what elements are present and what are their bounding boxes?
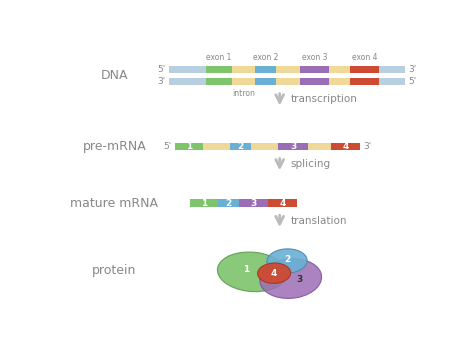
Bar: [379, 78, 404, 85]
Text: 2: 2: [237, 142, 244, 151]
Bar: [232, 78, 255, 85]
Text: 4: 4: [279, 199, 286, 208]
Ellipse shape: [258, 263, 291, 283]
Ellipse shape: [260, 259, 322, 298]
Text: 1: 1: [244, 265, 250, 274]
Text: 4: 4: [342, 142, 348, 151]
Bar: [278, 143, 308, 150]
Text: mature mRNA: mature mRNA: [70, 197, 158, 210]
Ellipse shape: [218, 252, 287, 292]
Bar: [276, 66, 300, 73]
Bar: [239, 199, 268, 207]
Bar: [276, 78, 300, 85]
Text: 1: 1: [186, 142, 192, 151]
Text: 3': 3': [363, 142, 372, 151]
Text: 5': 5': [408, 77, 417, 86]
Bar: [300, 78, 329, 85]
Text: exon 2: exon 2: [253, 53, 279, 61]
Text: pre-mRNA: pre-mRNA: [82, 140, 146, 153]
Text: protein: protein: [92, 264, 137, 277]
Bar: [331, 143, 359, 150]
Bar: [255, 66, 276, 73]
Bar: [169, 78, 206, 85]
Text: 3': 3': [408, 65, 417, 74]
Text: exon 4: exon 4: [352, 53, 377, 61]
Bar: [300, 66, 329, 73]
Bar: [308, 143, 331, 150]
Text: 3': 3': [157, 77, 166, 86]
Bar: [169, 66, 206, 73]
Bar: [218, 199, 239, 207]
Text: 1: 1: [201, 199, 207, 208]
Bar: [203, 143, 230, 150]
Bar: [230, 143, 251, 150]
Text: 5': 5': [163, 142, 171, 151]
Text: DNA: DNA: [100, 69, 128, 82]
Text: 3: 3: [297, 276, 303, 284]
Bar: [329, 78, 350, 85]
Text: 2: 2: [225, 199, 232, 208]
Bar: [268, 199, 297, 207]
Bar: [329, 66, 350, 73]
Text: translation: translation: [291, 216, 347, 226]
Bar: [350, 78, 379, 85]
Bar: [255, 78, 276, 85]
Bar: [232, 66, 255, 73]
Bar: [350, 66, 379, 73]
Text: intron: intron: [232, 90, 255, 98]
Ellipse shape: [267, 249, 307, 273]
Bar: [379, 66, 404, 73]
Bar: [190, 199, 218, 207]
Text: 2: 2: [284, 255, 290, 264]
Bar: [206, 66, 232, 73]
Bar: [175, 143, 203, 150]
Text: 3: 3: [251, 199, 257, 208]
Text: transcription: transcription: [291, 94, 357, 104]
Text: splicing: splicing: [291, 159, 331, 169]
Text: 3: 3: [290, 142, 296, 151]
Bar: [206, 78, 232, 85]
Text: exon 1: exon 1: [206, 53, 231, 61]
Bar: [251, 143, 278, 150]
Text: exon 3: exon 3: [302, 53, 328, 61]
Text: 5': 5': [157, 65, 166, 74]
Text: 4: 4: [271, 269, 277, 278]
